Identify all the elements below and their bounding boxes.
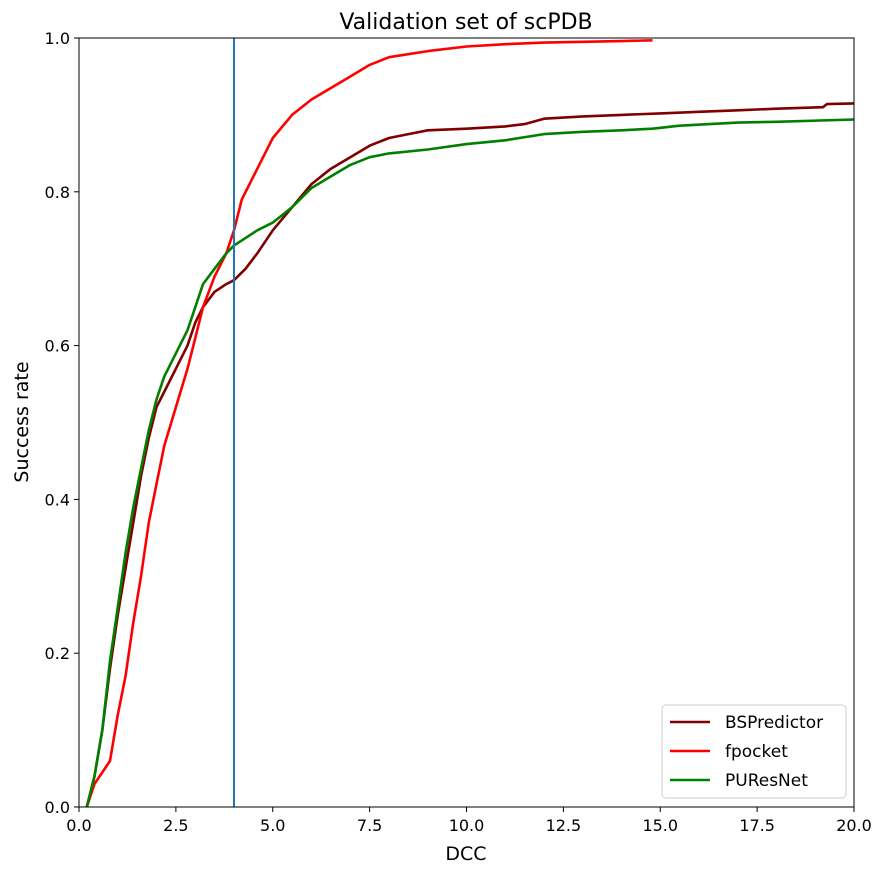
y-axis: 0.0 0.2 0.4 0.6 0.8 1.0 — [45, 29, 79, 817]
y-axis-label: Success rate — [11, 361, 33, 482]
legend-label: fpocket — [725, 742, 788, 762]
x-tick-label: 7.5 — [357, 816, 382, 835]
x-tick-label: 20.0 — [836, 816, 872, 835]
x-tick-label: 17.5 — [739, 816, 775, 835]
y-tick-label: 1.0 — [45, 29, 70, 48]
series-line-puresnet — [85, 118, 855, 808]
y-tick-label: 0.6 — [45, 337, 70, 356]
plot-frame — [78, 37, 855, 808]
x-axis: 0.0 2.5 5.0 7.5 10.0 12.5 15.0 17.5 20.0 — [66, 807, 872, 835]
series-line-bspredictor — [85, 102, 855, 808]
x-tick-label: 10.0 — [449, 816, 485, 835]
legend-label: BSPredictor — [725, 713, 823, 733]
chart-title: Validation set of scPDB — [339, 10, 592, 35]
x-tick-label: 0.0 — [66, 816, 91, 835]
y-tick-label: 0.8 — [45, 183, 70, 202]
legend-box — [661, 704, 847, 799]
y-tick-label: 0.4 — [45, 490, 70, 509]
y-tick-label: 0.0 — [45, 798, 70, 817]
x-tick-label: 2.5 — [163, 816, 188, 835]
x-tick-label: 5.0 — [260, 816, 285, 835]
x-axis-label: DCC — [445, 843, 486, 865]
legend: BSPredictor fpocket PUResNet — [661, 704, 847, 799]
legend-label: PUResNet — [725, 771, 808, 791]
y-tick-label: 0.2 — [45, 644, 70, 663]
x-tick-label: 15.0 — [642, 816, 678, 835]
x-tick-label: 12.5 — [546, 816, 582, 835]
plot-area — [85, 38, 855, 808]
